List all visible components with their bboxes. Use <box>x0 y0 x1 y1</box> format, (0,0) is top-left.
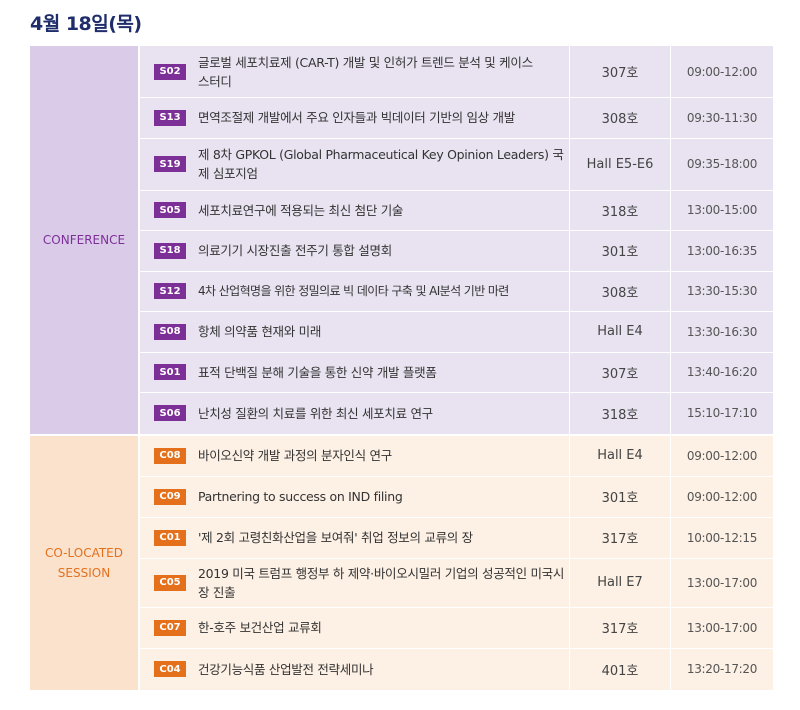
session-title: 항체 의약품 현재와 미래 <box>198 324 322 340</box>
table-row[interactable]: C07 한-호주 보건산업 교류회 317호 13:00-17:00 <box>140 607 773 649</box>
session-code-badge: C08 <box>154 447 186 464</box>
table-row[interactable]: S18 의료기기 시장진출 전주기 통합 설명회 301호 13:00-16:35 <box>140 231 773 272</box>
conference-rows: S02 글로벌 세포치료제 (CAR-T) 개발 및 인허가 트렌드 분석 및 케… <box>138 46 773 434</box>
session-title: 글로벌 세포치료제 (CAR-T) 개발 및 인허가 트렌드 분석 및 케이스 … <box>198 54 533 89</box>
session-code-badge: S13 <box>154 109 186 126</box>
session-room: 318호 <box>570 190 671 230</box>
section-label-colocated: CO-LOCATED SESSION <box>30 435 138 690</box>
session-title: '제 2회 고령친화산업을 보여줘' 취업 정보의 교류의 장 <box>198 530 473 545</box>
session-room: 307호 <box>570 352 671 392</box>
colocated-rows: C08 바이오신약 개발 과정의 분자인식 연구 Hall E4 09:00-12… <box>138 435 773 690</box>
session-code-badge: S02 <box>154 63 186 80</box>
table-row[interactable]: S08 항체 의약품 현재와 미래 Hall E4 13:30-16:30 <box>140 312 773 353</box>
session-room: 317호 <box>570 517 671 558</box>
session-time: 13:40-16:20 <box>671 352 773 392</box>
session-time: 13:00-16:35 <box>671 231 773 271</box>
session-code-badge: C07 <box>154 619 186 636</box>
colocated-section: CO-LOCATED SESSION C08 바이오신약 개발 과정의 분자인식 … <box>30 433 773 690</box>
table-row[interactable]: S02 글로벌 세포치료제 (CAR-T) 개발 및 인허가 트렌드 분석 및 케… <box>140 46 773 98</box>
session-room: 318호 <box>570 393 671 434</box>
session-title: 제 8차 GPKOL (Global Pharmaceutical Key Op… <box>198 147 564 181</box>
session-code-badge: S08 <box>154 323 186 340</box>
session-code-badge: C05 <box>154 574 186 591</box>
session-time: 13:30-15:30 <box>671 271 773 311</box>
session-time: 15:10-17:10 <box>671 393 773 434</box>
session-title: 2019 미국 트럼프 행정부 하 제약·바이오시밀러 기업의 성공적인 미국시… <box>198 565 565 600</box>
page-title: 4월 18일(목) <box>30 13 142 35</box>
table-row[interactable]: S13 면역조절제 개발에서 주요 인자들과 빅데이터 기반의 임상 개발 308… <box>140 98 773 139</box>
session-room: Hall E4 <box>570 312 671 352</box>
session-code-badge: S19 <box>154 156 186 172</box>
table-row[interactable]: S06 난치성 질환의 치료를 위한 최신 세포치료 연구 318호 15:10-… <box>140 393 773 434</box>
table-row[interactable]: C04 건강기능식품 산업발전 전략세미나 401호 13:20-17:20 <box>140 648 773 690</box>
session-room: 301호 <box>570 476 671 517</box>
session-code-badge: S18 <box>154 242 186 259</box>
session-room: 308호 <box>570 271 671 311</box>
session-code-badge: C01 <box>154 529 186 546</box>
session-title: 한-호주 보건산업 교류회 <box>198 620 322 635</box>
session-title: Partnering to success on IND filing <box>198 489 403 504</box>
session-code-badge: S12 <box>154 283 186 300</box>
session-time: 13:00-15:00 <box>671 190 773 230</box>
session-title: 4차 산업혁명을 위한 정밀의료 빅 데이타 구축 및 AI분석 기반 마련 <box>198 283 509 298</box>
session-title: 표적 단백질 분해 기술을 통한 신약 개발 플랫폼 <box>198 364 437 380</box>
session-code-badge: S05 <box>154 202 186 219</box>
table-row[interactable]: C09 Partnering to success on IND filing 3… <box>140 476 773 518</box>
section-label-conference: CONFERENCE <box>30 46 138 434</box>
session-room: 317호 <box>570 607 671 648</box>
session-time: 09:35-18:00 <box>671 138 773 190</box>
session-time: 09:30-11:30 <box>671 98 773 138</box>
session-code-badge: C09 <box>154 488 186 505</box>
session-title: 세포치료연구에 적용되는 최신 첨단 기술 <box>198 202 404 218</box>
session-room: Hall E5-E6 <box>570 138 671 190</box>
session-room: 401호 <box>570 648 671 690</box>
session-code-badge: S06 <box>154 405 186 422</box>
table-row[interactable]: S01 표적 단백질 분해 기술을 통한 신약 개발 플랫폼 307호 13:40… <box>140 352 773 393</box>
session-room: Hall E4 <box>570 435 671 476</box>
table-row[interactable]: S05 세포치료연구에 적용되는 최신 첨단 기술 318호 13:00-15:0… <box>140 190 773 231</box>
session-code-badge: C04 <box>154 661 186 677</box>
session-title: 건강기능식품 산업발전 전략세미나 <box>198 661 374 677</box>
session-room: 308호 <box>570 98 671 138</box>
table-row[interactable]: S12 4차 산업혁명을 위한 정밀의료 빅 데이타 구축 및 AI분석 기반 마… <box>140 271 773 312</box>
schedule-table: CONFERENCE S02 글로벌 세포치료제 (CAR-T) 개발 및 인허가… <box>30 46 773 690</box>
session-title: 의료기기 시장진출 전주기 통합 설명회 <box>198 243 392 259</box>
session-room: 307호 <box>570 46 671 97</box>
session-time: 10:00-12:15 <box>671 517 773 558</box>
table-row[interactable]: C05 2019 미국 트럼프 행정부 하 제약·바이오시밀러 기업의 성공적인 … <box>140 558 773 608</box>
session-title: 난치성 질환의 치료를 위한 최신 세포치료 연구 <box>198 405 433 421</box>
session-time: 13:20-17:20 <box>671 648 773 690</box>
session-time: 09:00-12:00 <box>671 46 773 97</box>
session-time: 13:00-17:00 <box>671 607 773 648</box>
session-time: 13:00-17:00 <box>671 558 773 607</box>
table-row[interactable]: S19 제 8차 GPKOL (Global Pharmaceutical Key… <box>140 138 773 191</box>
session-title: 바이오신약 개발 과정의 분자인식 연구 <box>198 448 392 463</box>
table-row[interactable]: C01 '제 2회 고령친화산업을 보여줘' 취업 정보의 교류의 장 317호 … <box>140 517 773 559</box>
session-time: 09:00-12:00 <box>671 435 773 476</box>
session-time: 13:30-16:30 <box>671 312 773 352</box>
conference-section: CONFERENCE S02 글로벌 세포치료제 (CAR-T) 개발 및 인허가… <box>30 46 773 434</box>
table-row[interactable]: C08 바이오신약 개발 과정의 분자인식 연구 Hall E4 09:00-12… <box>140 435 773 477</box>
session-time: 09:00-12:00 <box>671 476 773 517</box>
session-code-badge: S01 <box>154 364 186 381</box>
session-room: 301호 <box>570 231 671 271</box>
session-room: Hall E7 <box>570 558 671 607</box>
session-title: 면역조절제 개발에서 주요 인자들과 빅데이터 기반의 임상 개발 <box>198 110 515 126</box>
